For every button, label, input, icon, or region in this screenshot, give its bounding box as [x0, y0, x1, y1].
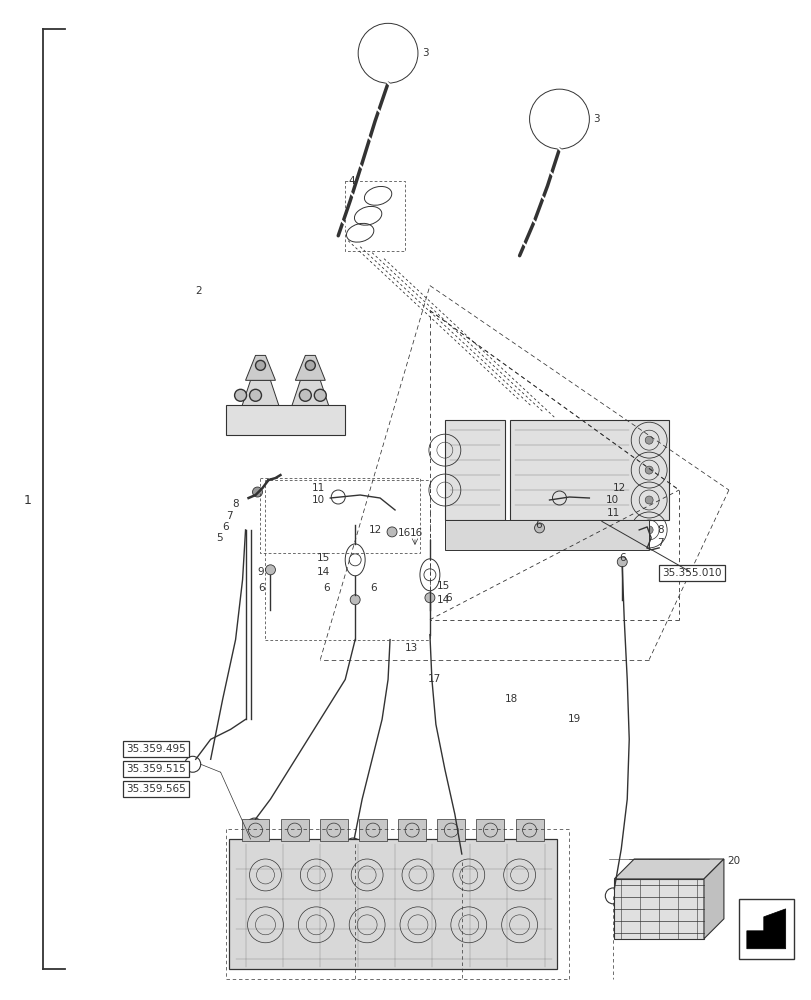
FancyBboxPatch shape	[738, 899, 792, 959]
Polygon shape	[295, 355, 325, 380]
Circle shape	[299, 389, 311, 401]
Polygon shape	[240, 380, 280, 410]
Text: 6: 6	[221, 522, 229, 532]
Text: 12: 12	[368, 525, 382, 535]
Circle shape	[350, 595, 360, 605]
Circle shape	[305, 360, 315, 370]
Text: 6: 6	[258, 583, 264, 593]
Text: 6: 6	[324, 583, 330, 593]
Circle shape	[265, 565, 275, 575]
Polygon shape	[614, 859, 723, 879]
Circle shape	[387, 527, 397, 537]
FancyBboxPatch shape	[229, 839, 557, 969]
Text: 18: 18	[504, 694, 517, 704]
Text: 3: 3	[593, 114, 599, 124]
Polygon shape	[746, 909, 785, 949]
FancyBboxPatch shape	[444, 520, 648, 550]
Text: 11: 11	[311, 483, 325, 493]
FancyBboxPatch shape	[437, 819, 465, 841]
FancyBboxPatch shape	[241, 819, 269, 841]
Polygon shape	[290, 380, 330, 410]
Text: 7: 7	[225, 511, 232, 521]
Text: 14: 14	[316, 567, 330, 577]
Text: 8: 8	[656, 525, 663, 535]
Polygon shape	[703, 859, 723, 939]
Text: 6: 6	[444, 593, 451, 603]
Text: 6: 6	[370, 583, 376, 593]
Circle shape	[252, 487, 262, 497]
Text: 8: 8	[232, 499, 238, 509]
FancyBboxPatch shape	[476, 819, 504, 841]
Text: 5: 5	[216, 533, 222, 543]
Text: 35.359.515: 35.359.515	[126, 764, 186, 774]
Text: 19: 19	[567, 714, 580, 724]
Circle shape	[234, 389, 247, 401]
Text: 17: 17	[427, 674, 440, 684]
Text: 10: 10	[604, 495, 618, 505]
Text: 9: 9	[258, 567, 264, 577]
Text: 16: 16	[397, 528, 410, 538]
Text: 1: 1	[24, 494, 31, 507]
Text: 35.359.565: 35.359.565	[126, 784, 186, 794]
Text: 6: 6	[535, 520, 542, 530]
Polygon shape	[245, 355, 275, 380]
Text: 16: 16	[410, 528, 423, 538]
Circle shape	[249, 389, 261, 401]
Text: 3: 3	[422, 48, 428, 58]
Circle shape	[645, 496, 652, 504]
FancyBboxPatch shape	[281, 819, 308, 841]
Circle shape	[255, 360, 265, 370]
Text: 13: 13	[405, 643, 418, 653]
Circle shape	[645, 466, 652, 474]
Text: 2: 2	[195, 286, 202, 296]
Text: 14: 14	[436, 595, 449, 605]
Circle shape	[645, 436, 652, 444]
FancyBboxPatch shape	[397, 819, 426, 841]
Circle shape	[314, 389, 326, 401]
FancyBboxPatch shape	[509, 420, 668, 520]
Circle shape	[645, 526, 652, 534]
Polygon shape	[225, 405, 345, 435]
Text: 35.359.495: 35.359.495	[126, 744, 186, 754]
Text: 11: 11	[607, 508, 620, 518]
FancyBboxPatch shape	[515, 819, 543, 841]
Circle shape	[424, 593, 435, 603]
Circle shape	[616, 557, 626, 567]
Text: 15: 15	[316, 553, 330, 563]
Polygon shape	[614, 879, 703, 939]
FancyBboxPatch shape	[358, 819, 387, 841]
FancyBboxPatch shape	[444, 420, 504, 520]
Text: 4: 4	[348, 176, 354, 186]
Text: 20: 20	[726, 856, 739, 866]
Text: 15: 15	[436, 581, 449, 591]
FancyBboxPatch shape	[320, 819, 347, 841]
Text: 35.355.010: 35.355.010	[662, 568, 721, 578]
Text: 6: 6	[619, 553, 625, 563]
Text: 7: 7	[656, 538, 663, 548]
Circle shape	[534, 523, 544, 533]
Text: 12: 12	[612, 483, 626, 493]
Text: 10: 10	[311, 495, 325, 505]
